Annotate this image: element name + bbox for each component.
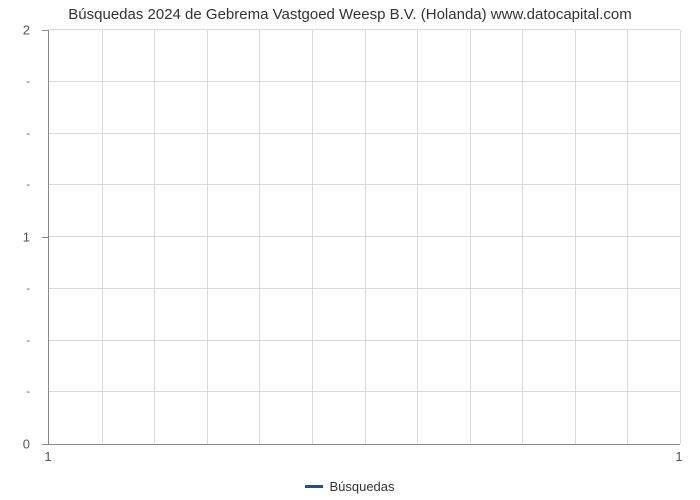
- y-tick-mark: [42, 30, 48, 31]
- chart-title: Búsquedas 2024 de Gebrema Vastgoed Weesp…: [0, 6, 700, 23]
- y-tick-label: 1: [0, 230, 30, 245]
- x-tick-label: 1: [44, 449, 51, 464]
- gridline-v: [207, 30, 208, 444]
- y-minor-label: -: [0, 179, 30, 191]
- x-tick-label: 1: [675, 449, 682, 464]
- gridline-v: [102, 30, 103, 444]
- gridline-v: [154, 30, 155, 444]
- y-tick-label: 0: [0, 437, 30, 452]
- chart-container: Búsquedas 2024 de Gebrema Vastgoed Weesp…: [0, 0, 700, 500]
- y-minor-label: -: [0, 386, 30, 398]
- y-tick-mark: [42, 237, 48, 238]
- y-minor-label: -: [0, 128, 30, 140]
- gridline-v: [259, 30, 260, 444]
- gridline-v: [365, 30, 366, 444]
- gridline-v: [575, 30, 576, 444]
- y-minor-label: -: [0, 283, 30, 295]
- y-tick-mark: [42, 444, 48, 445]
- gridline-v: [680, 30, 681, 444]
- y-minor-label: -: [0, 76, 30, 88]
- gridline-v: [312, 30, 313, 444]
- y-tick-label: 2: [0, 23, 30, 38]
- gridline-v: [417, 30, 418, 444]
- plot-area: [48, 30, 680, 445]
- gridline-v: [522, 30, 523, 444]
- gridline-v: [470, 30, 471, 444]
- gridline-v: [627, 30, 628, 444]
- legend-label: Búsquedas: [329, 479, 394, 494]
- y-minor-label: -: [0, 335, 30, 347]
- legend: Búsquedas: [0, 478, 700, 494]
- legend-swatch: [305, 485, 323, 488]
